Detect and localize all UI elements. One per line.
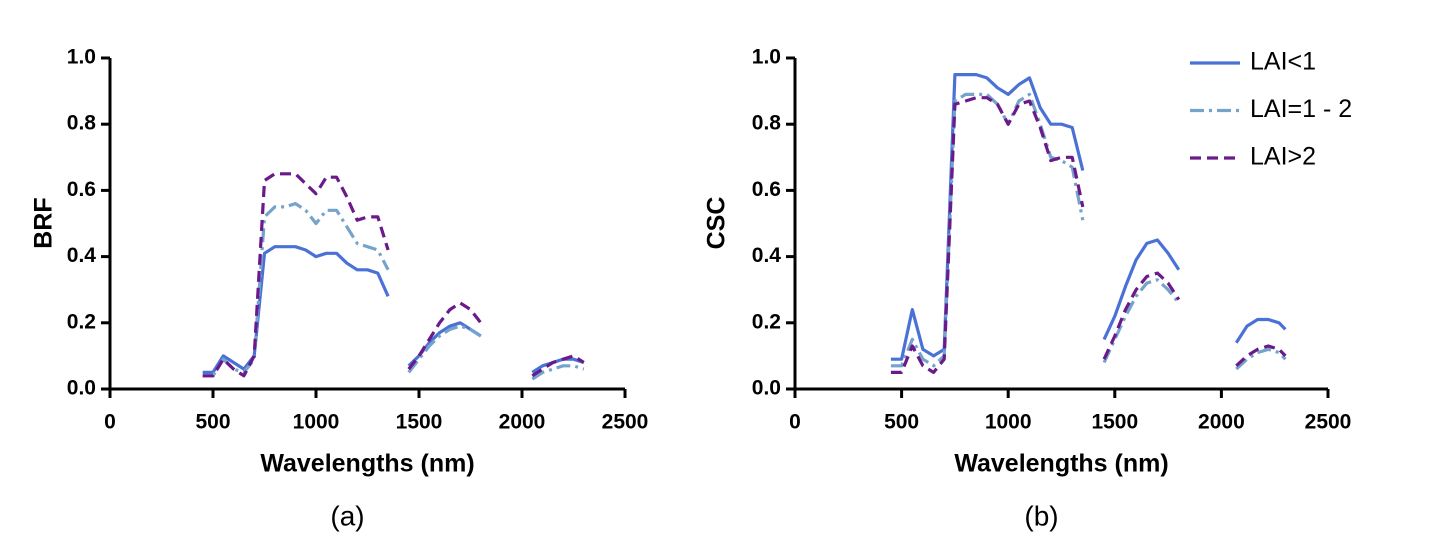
x-tick-label: 1500 — [396, 411, 443, 434]
y-tick-label: 0.6 — [67, 178, 96, 201]
x-tick-label: 2500 — [602, 411, 649, 434]
legend-label: LAI=1 - 2 — [1250, 95, 1352, 123]
y-tick-label: 0.4 — [67, 244, 97, 267]
y-tick-label: 1.0 — [67, 46, 96, 69]
y-tick-label: 0.4 — [752, 244, 782, 267]
caption: (b) — [1024, 500, 1058, 531]
y-tick-label: 0.8 — [67, 112, 97, 135]
x-tick-label: 1500 — [1091, 411, 1138, 434]
caption: (a) — [330, 500, 364, 531]
series-line — [890, 96, 1287, 374]
y-tick-label: 0.0 — [752, 377, 781, 400]
x-tick-label: 0 — [789, 411, 801, 434]
x-axis-title: Wavelengths (nm) — [260, 450, 474, 478]
series-line — [202, 172, 585, 378]
x-tick-label: 500 — [884, 411, 919, 434]
legend-label: LAI<1 — [1250, 48, 1316, 76]
x-tick-label: 2000 — [499, 411, 546, 434]
y-axis-title: CSC — [703, 197, 731, 250]
x-tick-label: 1000 — [293, 411, 340, 434]
y-tick-label: 0.6 — [752, 178, 781, 201]
y-tick-label: 0.8 — [752, 112, 782, 135]
x-tick-label: 0 — [104, 411, 116, 434]
series-line — [202, 202, 585, 381]
y-tick-label: 1.0 — [752, 46, 781, 69]
y-tick-label: 0.0 — [67, 377, 96, 400]
x-tick-label: 2500 — [1305, 411, 1352, 434]
x-tick-label: 2000 — [1198, 411, 1245, 434]
y-axis-title: BRF — [30, 197, 58, 248]
series-line — [890, 73, 1287, 361]
y-tick-label: 0.2 — [67, 310, 96, 333]
x-tick-label: 1000 — [985, 411, 1032, 434]
y-tick-label: 0.2 — [752, 310, 781, 333]
legend-label: LAI>2 — [1250, 143, 1316, 171]
x-axis-title: Wavelengths (nm) — [954, 450, 1168, 478]
x-tick-label: 500 — [195, 411, 230, 434]
